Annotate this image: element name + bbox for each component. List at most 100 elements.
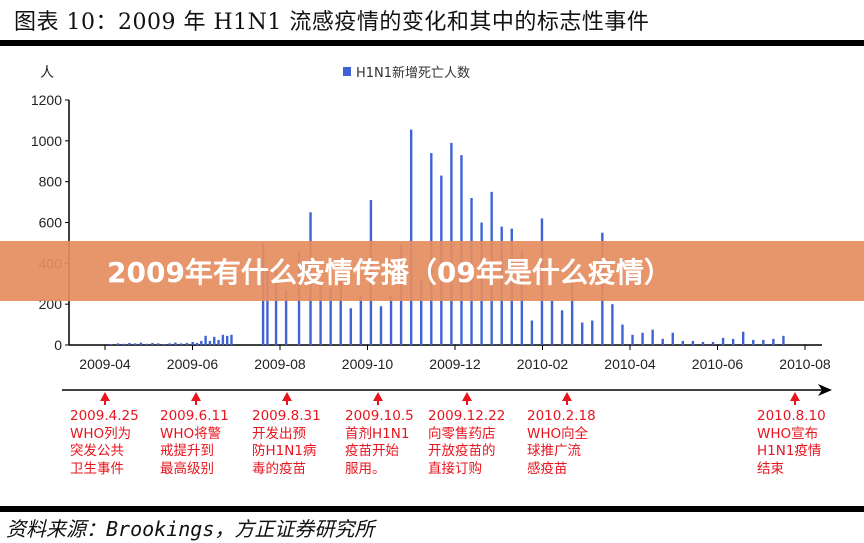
event-label: 2010.2.18 WHO向全 球推广流 感疫苗 [527,408,596,478]
event-description-line: WHO将警 [160,425,222,442]
event-description-line: 首剂H1N1 [345,425,410,442]
event-label: 2009.10.5 首剂H1N1 疫苗开始 服用。 [345,408,414,478]
event-description-line: 直接订购 [428,460,482,477]
data-bar [329,287,332,345]
event-date: 2009.12.22 [428,408,506,424]
data-bar [560,310,564,345]
x-tick-label: 2009-08 [254,356,306,372]
data-bar [230,334,233,345]
event-arrow-icon [462,392,472,401]
event-description-line: 球推广流 [527,443,581,459]
data-bar [213,336,216,345]
overlay-banner: 2009年有什么疫情传播（09年是什么疫情） [0,241,864,301]
data-bar [191,341,194,345]
x-tick-label: 2009-10 [342,356,394,372]
event-label: 2009.4.25 WHO列为 突发公共 卫生事件 [70,408,139,478]
x-tick-label: 2009-06 [167,356,219,372]
data-bar [145,343,148,345]
figure-title: 图表 10：2009 年 H1N1 流感疫情的变化和其中的标志性事件 [14,10,650,35]
event-label: 2010.8.10 WHO宣布 H1N1疫情 结束 [757,408,826,478]
event-label: 2009.8.31 开发出预 防H1N1病 毒的疫苗 [252,408,321,478]
data-bar [681,340,685,345]
data-bar [721,337,725,345]
data-bar [611,304,614,345]
data-bar [671,332,674,345]
event-label: 2009.12.22 向零售药店 开放疫苗的 直接订购 [428,408,505,478]
data-bar [782,335,785,345]
data-bar [225,335,229,345]
bottom-rule [0,506,864,512]
data-bar [156,343,160,345]
data-bar [217,339,220,345]
data-bar [168,343,171,345]
event-arrow-icon [562,392,572,401]
data-bar [221,334,225,345]
data-bar [752,339,755,345]
data-bar [772,338,775,345]
data-bar [530,320,534,345]
data-bar [550,300,554,345]
data-bar [185,342,189,345]
data-bar [691,340,695,345]
data-bar [631,334,634,345]
event-description-line: H1N1疫情 [757,443,822,459]
source-note: 资料来源：Brookings，方正证券研究所 [6,517,375,541]
y-tick-label: 1000 [31,133,62,149]
event-date: 2009.8.31 [252,408,321,424]
event-description-line: 防H1N1病 [252,443,317,459]
data-bar [581,322,584,345]
data-bar [122,343,125,345]
data-bar [109,343,112,345]
timeline-arrow-icon [818,384,832,396]
data-bar [284,289,288,345]
x-tick-label: 2010-02 [517,356,569,372]
event-description-line: 卫生事件 [70,460,124,477]
event-arrow-icon [373,392,383,401]
data-bar [731,338,735,345]
event-description-line: 开放疫苗的 [428,443,496,459]
data-bar [200,340,203,345]
data-bar [339,277,342,345]
y-axis-unit: 人 [40,65,54,81]
data-bar [319,283,322,345]
data-bar [621,324,624,345]
data-bar [151,342,154,345]
legend-label: H1N1新增死亡人数 [356,65,470,81]
banner-text: 2009年有什么疫情传播（09年是什么疫情） [107,256,672,289]
x-tick-label: 2010-04 [604,356,656,372]
data-bar [195,342,199,345]
event-description-line: 开发出预 [252,425,306,442]
x-tick-label: 2009-04 [79,356,131,372]
data-bar [162,343,166,345]
event-arrow-icon [790,392,800,401]
data-bar [179,343,183,345]
event-description-line: 戒提升到 [160,443,214,459]
data-bar [641,332,644,345]
legend-swatch [343,67,351,76]
data-bar [420,279,423,345]
event-description-line: 感疫苗 [527,460,568,477]
event-description-line: 服用。 [345,460,386,477]
data-bar [359,296,363,345]
data-bar [762,339,765,345]
y-tick-label: 0 [54,337,62,353]
event-label: 2009.6.11 WHO将警 戒提升到 最高级别 [160,408,229,478]
data-bar [651,329,654,345]
x-tick-label: 2010-08 [779,356,831,372]
data-bar [349,308,352,345]
event-description-line: WHO列为 [70,425,132,442]
data-bar [389,296,393,345]
event-date: 2009.6.11 [160,408,229,424]
data-bar [661,338,664,345]
event-date: 2010.8.10 [757,408,826,424]
data-bar [570,263,574,345]
y-tick-label: 1200 [31,92,62,108]
event-description-line: 突发公共 [70,443,124,459]
data-bar [711,341,715,345]
event-description-line: 向零售药店 [428,425,496,442]
event-description-line: WHO向全 [527,425,589,442]
event-date: 2009.10.5 [345,408,414,424]
event-date: 2009.4.25 [70,408,139,424]
event-date: 2010.2.18 [527,408,596,424]
data-bar [116,343,120,345]
